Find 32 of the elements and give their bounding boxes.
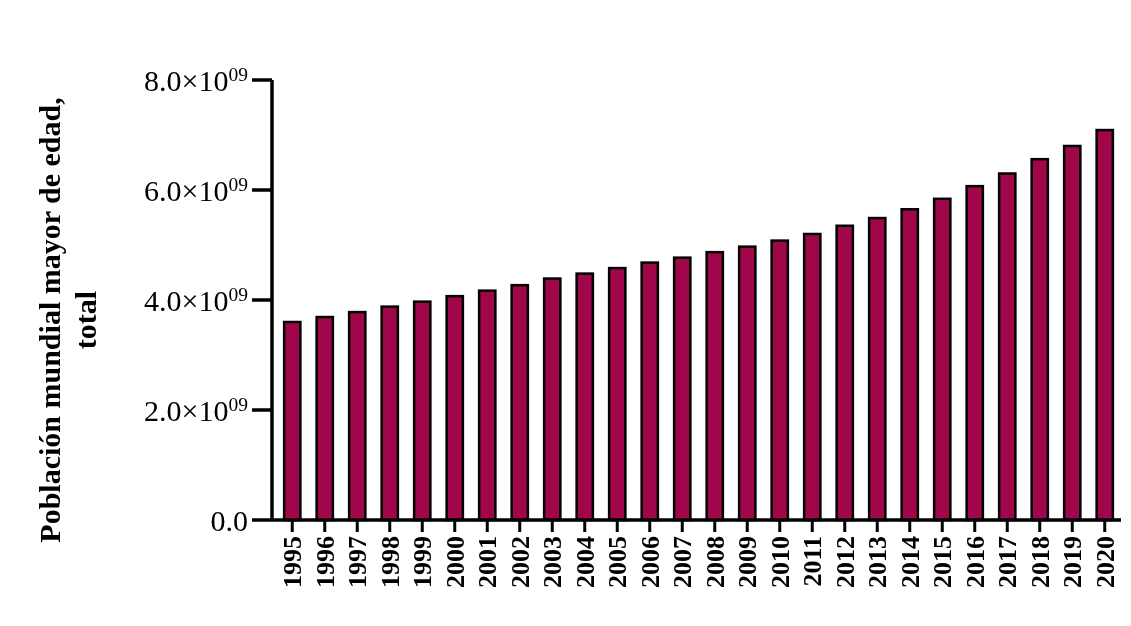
x-tick-label: 2000 — [440, 536, 470, 588]
x-tick-label: 1996 — [310, 536, 340, 588]
x-tick-label: 2003 — [538, 536, 568, 588]
x-tick-label: 2001 — [473, 536, 503, 588]
x-tick-label: 2004 — [570, 536, 600, 588]
x-tick-label: 1995 — [278, 536, 308, 588]
x-tick-label: 2019 — [1058, 536, 1088, 588]
y-tick-label: 8.0×10$^{09}$ — [144, 63, 248, 97]
x-tick-label: 2007 — [668, 536, 698, 588]
x-tick-label: 1997 — [343, 536, 373, 588]
x-tick-label: 2010 — [765, 536, 795, 588]
y-tick-label: 2.0×10$^{09}$ — [144, 393, 248, 427]
x-tick-label: 2020 — [1090, 536, 1120, 588]
x-tick-label: 2014 — [895, 536, 925, 588]
x-tick-label: 1999 — [408, 536, 438, 588]
x-tick-label: 2013 — [863, 536, 893, 588]
x-tick-label: 2017 — [993, 536, 1023, 588]
x-tick-label: 2002 — [505, 536, 535, 588]
x-tick-label: 2006 — [635, 536, 665, 588]
x-tick-label: 2011 — [798, 536, 828, 587]
x-tick-label: 2018 — [1025, 536, 1055, 588]
y-axis-title: Población mundial mayor de edad, total — [33, 97, 102, 543]
x-tick-label: 2008 — [700, 536, 730, 588]
x-tick-label: 2016 — [960, 536, 990, 588]
x-tick-label: 2009 — [733, 536, 763, 588]
x-tick-label: 2015 — [928, 536, 958, 588]
y-tick-label: 6.0×10$^{09}$ — [144, 173, 248, 207]
y-tick-label: 4.0×10$^{09}$ — [144, 283, 248, 317]
x-tick-label: 1998 — [375, 536, 405, 588]
x-tick-label: 2005 — [603, 536, 633, 588]
y-tick-label: 0.0 — [210, 503, 248, 537]
x-tick-label: 2012 — [830, 536, 860, 588]
